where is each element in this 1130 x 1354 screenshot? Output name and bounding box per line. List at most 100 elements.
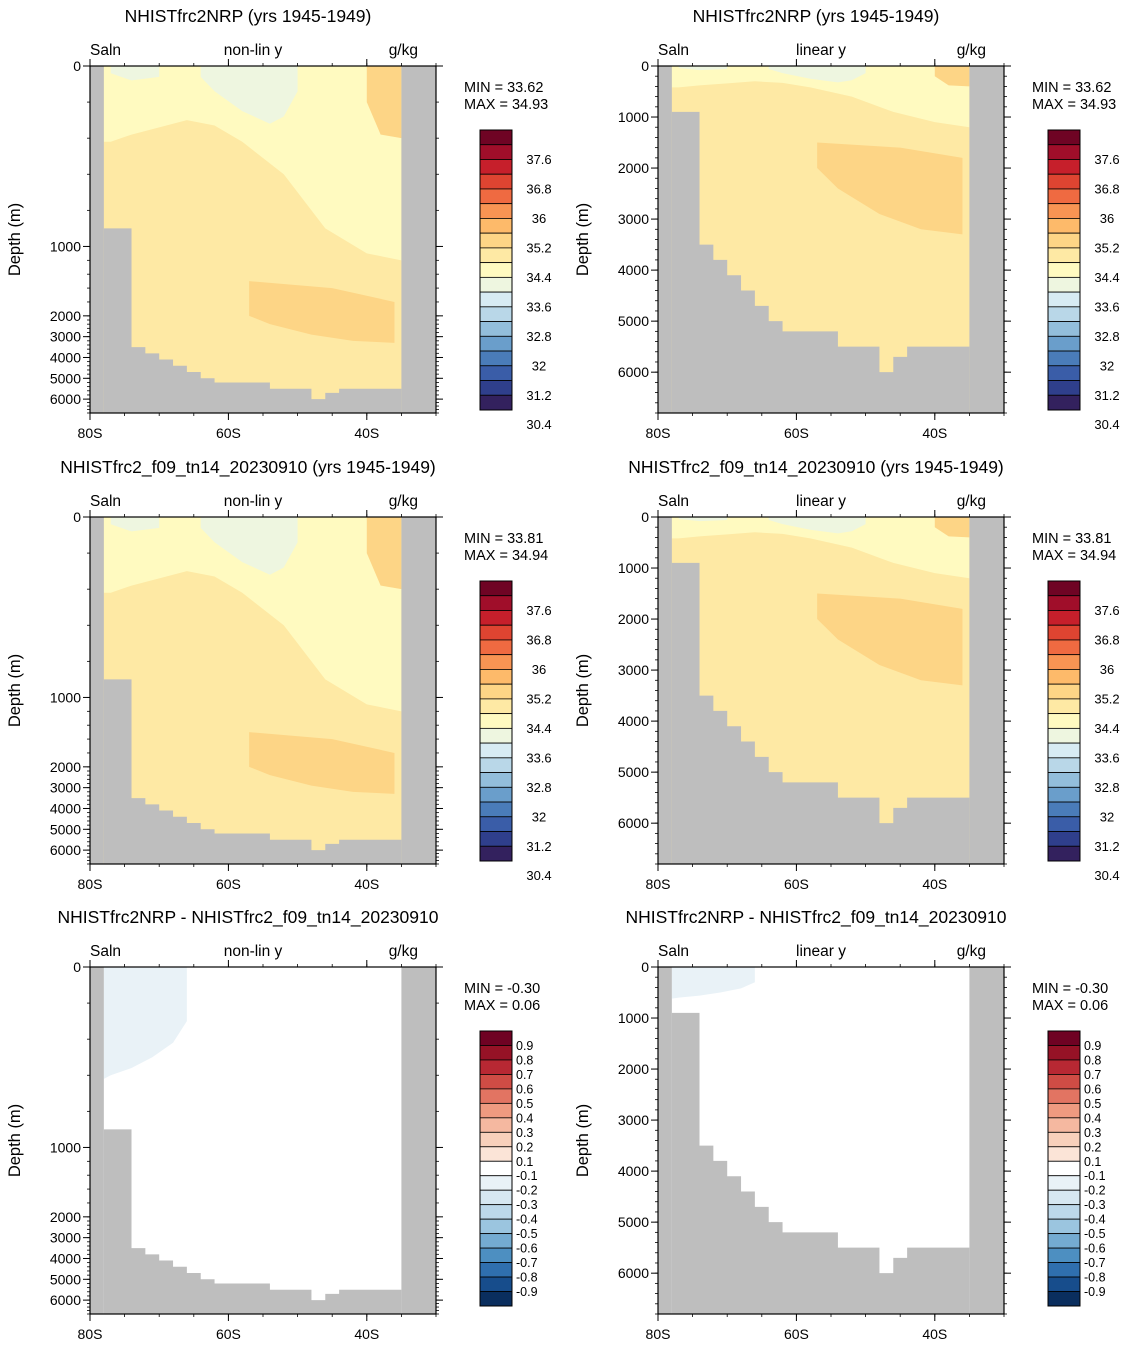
colorbar-label: 37.6 [1094, 152, 1119, 167]
mode-label: linear y [796, 42, 846, 59]
colorbar-swatch [1047, 144, 1081, 160]
mode-label: non-lin y [224, 493, 283, 510]
colorbar-swatch [1047, 786, 1081, 803]
field-layer [658, 967, 1004, 1314]
units-label: g/kg [957, 943, 986, 960]
colorbar-label: 32 [1100, 358, 1114, 373]
panel-title: NHISTfrc2NRP - NHISTfrc2_f09_tn14_202309… [626, 907, 1007, 928]
colorbar-swatch [479, 1204, 513, 1220]
colorbar-label: 36 [1100, 211, 1114, 226]
region-salty-north [366, 517, 402, 590]
colorbar-swatch [479, 727, 513, 744]
colorbar-label: 34.4 [526, 270, 551, 285]
colorbar-label: 33.6 [526, 750, 551, 765]
land-south [90, 66, 104, 413]
colorbar-label: -0.5 [1084, 1227, 1106, 1241]
colorbar-swatch [479, 639, 513, 656]
land-bottom [103, 679, 402, 864]
region-green-tongue [768, 517, 866, 534]
colorbar-swatch [479, 1102, 513, 1119]
region-salty-core [249, 732, 395, 794]
region-light-yellow [671, 517, 970, 579]
colorbar-label: -0.7 [1084, 1256, 1106, 1270]
colorbar-label: -0.6 [516, 1242, 538, 1256]
colorbar-swatch [1047, 276, 1081, 293]
colorbar-swatch [1047, 380, 1081, 396]
land-bottom [103, 1129, 402, 1314]
colorbar-swatch [479, 816, 513, 832]
colorbar-swatch [1047, 1030, 1081, 1046]
colorbar-frame [1047, 1030, 1081, 1307]
colorbar-swatch [1047, 262, 1081, 278]
colorbar-frame [479, 580, 513, 862]
y-tick-label: 6000 [50, 842, 81, 858]
y-tick-label: 3000 [50, 1230, 81, 1246]
field-layer [658, 66, 1004, 413]
colorbar-swatch [479, 394, 513, 411]
max-label: MAX = 0.06 [1032, 998, 1108, 1014]
region-green-south [110, 66, 160, 81]
y-tick-label: 0 [73, 509, 81, 525]
region-salty-north [934, 517, 970, 538]
colorbar-swatch [1047, 816, 1081, 832]
panel-p4: NHISTfrc2_f09_tn14_20230910 (yrs 1945-19… [574, 457, 1120, 892]
colorbar-swatch [1047, 742, 1081, 759]
colorbar-label: 36.8 [1094, 632, 1119, 647]
var-label: Saln [90, 493, 121, 510]
y-tick-label: 5000 [50, 370, 81, 386]
y-axis-label: Depth (m) [6, 1104, 24, 1177]
land-bottom [671, 111, 970, 413]
colorbar-swatch [1047, 1189, 1081, 1206]
colorbar-label: -0.8 [1084, 1271, 1106, 1285]
colorbar-label: -0.9 [516, 1285, 538, 1299]
colorbar-swatch [479, 218, 513, 234]
colorbar-swatch [479, 247, 513, 264]
y-tick-label: 1000 [618, 1010, 649, 1026]
units-label: g/kg [389, 42, 418, 59]
colorbar-label: 0.9 [1084, 1039, 1101, 1053]
colorbar-swatch [479, 306, 513, 322]
colorbar-swatch [1047, 188, 1081, 205]
colorbar-label: 0.9 [516, 1039, 533, 1053]
colorbar-swatch [1047, 1074, 1081, 1090]
region-salty-core [249, 281, 395, 343]
x-tick-label: 40S [922, 876, 947, 892]
colorbar-swatch [479, 321, 513, 337]
colorbar-label: -0.9 [1084, 1285, 1106, 1299]
colorbar-swatch [1047, 1276, 1081, 1292]
panel-p3: NHISTfrc2_f09_tn14_20230910 (yrs 1945-19… [6, 457, 552, 892]
colorbar-swatch [1047, 350, 1081, 367]
land-south [90, 967, 104, 1314]
colorbar-label: 35.2 [526, 240, 551, 255]
colorbar-swatch [1047, 595, 1081, 611]
x-tick-label: 60S [216, 876, 241, 892]
max-label: MAX = 34.93 [1032, 97, 1116, 113]
colorbar-swatch [1047, 1146, 1081, 1162]
colorbar-swatch [479, 173, 513, 190]
colorbar-swatch [479, 1074, 513, 1090]
colorbar-swatch [479, 772, 513, 788]
colorbar-swatch [479, 845, 513, 862]
colorbar-label: 0.5 [516, 1097, 533, 1111]
y-tick-label: 3000 [50, 780, 81, 796]
y-tick-label: 6000 [618, 815, 649, 831]
field-layer [90, 967, 436, 1314]
colorbar-label: 0.2 [1084, 1140, 1101, 1154]
colorbar-label: 0.5 [1084, 1097, 1101, 1111]
colorbar-label: 30.4 [1094, 868, 1119, 883]
colorbar-swatch [1047, 365, 1081, 381]
min-label: MIN = 33.62 [1032, 80, 1111, 96]
min-label: MIN = 33.62 [464, 80, 543, 96]
y-tick-label: 6000 [618, 1265, 649, 1281]
colorbar-swatch [1047, 1117, 1081, 1133]
region-light-blue [671, 967, 755, 999]
x-tick-label: 80S [646, 425, 671, 441]
y-tick-label: 1000 [618, 109, 649, 125]
colorbar-label: 34.4 [526, 721, 551, 736]
colorbar-swatch [479, 1088, 513, 1104]
x-tick-label: 80S [78, 425, 103, 441]
colorbar-label: 0.4 [516, 1111, 533, 1125]
colorbar-swatch [1047, 159, 1081, 175]
colorbar-swatch [1047, 1102, 1081, 1119]
colorbar-frame [1047, 129, 1081, 411]
